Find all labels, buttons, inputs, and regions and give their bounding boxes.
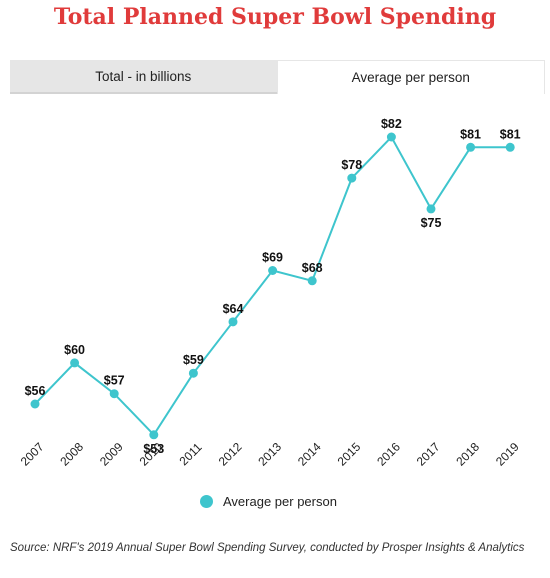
legend-label: Average per person [223, 494, 337, 509]
data-label: $81 [460, 127, 481, 141]
data-point[interactable] [188, 368, 198, 378]
x-tick-label: 2011 [176, 440, 204, 468]
line-chart: $56 $60 $57 $53 $59 $64 $69 $68 $78 $82 $75 $81 $81 2… [18, 117, 522, 469]
series-line-average-per-person [34, 135, 511, 437]
data-label: $60 [64, 343, 85, 357]
x-tick-label: 2012 [216, 440, 245, 469]
data-point[interactable] [228, 317, 238, 327]
x-tick-label: 2019 [493, 440, 522, 469]
legend-marker-icon [200, 495, 213, 508]
x-tick-label: 2008 [57, 440, 86, 469]
data-point[interactable] [466, 142, 476, 152]
data-label: $59 [183, 353, 204, 367]
tab-total-in-billions[interactable]: Total - in billions [10, 60, 277, 94]
x-tick-label: 2017 [414, 440, 443, 469]
data-label: $53 [143, 442, 164, 456]
x-tick-label: 2018 [453, 440, 482, 469]
x-tick-label: 2013 [255, 440, 284, 469]
data-label: $81 [500, 127, 521, 141]
data-label: $82 [381, 117, 402, 131]
data-point[interactable] [149, 430, 159, 440]
data-point[interactable] [70, 358, 80, 368]
data-point[interactable] [109, 389, 119, 399]
plot-area: $56 $60 $57 $53 $59 $64 $69 $68 $78 $82 $75 $81 $81 2… [18, 117, 522, 469]
legend[interactable]: Average per person [200, 494, 337, 509]
data-point[interactable] [505, 142, 515, 152]
data-label: $64 [223, 302, 244, 316]
data-point[interactable] [30, 399, 40, 409]
data-label: $78 [341, 158, 362, 172]
data-label: $75 [421, 216, 442, 230]
tab-bar: Total - in billions Average per person [10, 60, 545, 94]
x-tick-label: 2014 [295, 440, 324, 469]
data-point[interactable] [307, 276, 317, 286]
x-tick-label: 2009 [97, 440, 126, 469]
x-tick-label: 2007 [18, 440, 47, 469]
x-tick-label: 2016 [374, 440, 403, 469]
chart-title: Total Planned Super Bowl Spending [53, 4, 497, 30]
data-label: $68 [302, 261, 323, 275]
source-note: Source: NRF's 2019 Annual Super Bowl Spe… [10, 542, 525, 554]
data-label: $57 [104, 374, 125, 388]
data-label: $69 [262, 251, 283, 265]
data-label: $56 [25, 384, 46, 398]
data-point[interactable] [386, 132, 396, 142]
data-point[interactable] [347, 173, 357, 183]
x-tick-label: 2015 [335, 440, 364, 469]
tab-average-per-person[interactable]: Average per person [276, 60, 545, 94]
data-point[interactable] [268, 266, 278, 275]
data-point[interactable] [426, 204, 436, 214]
